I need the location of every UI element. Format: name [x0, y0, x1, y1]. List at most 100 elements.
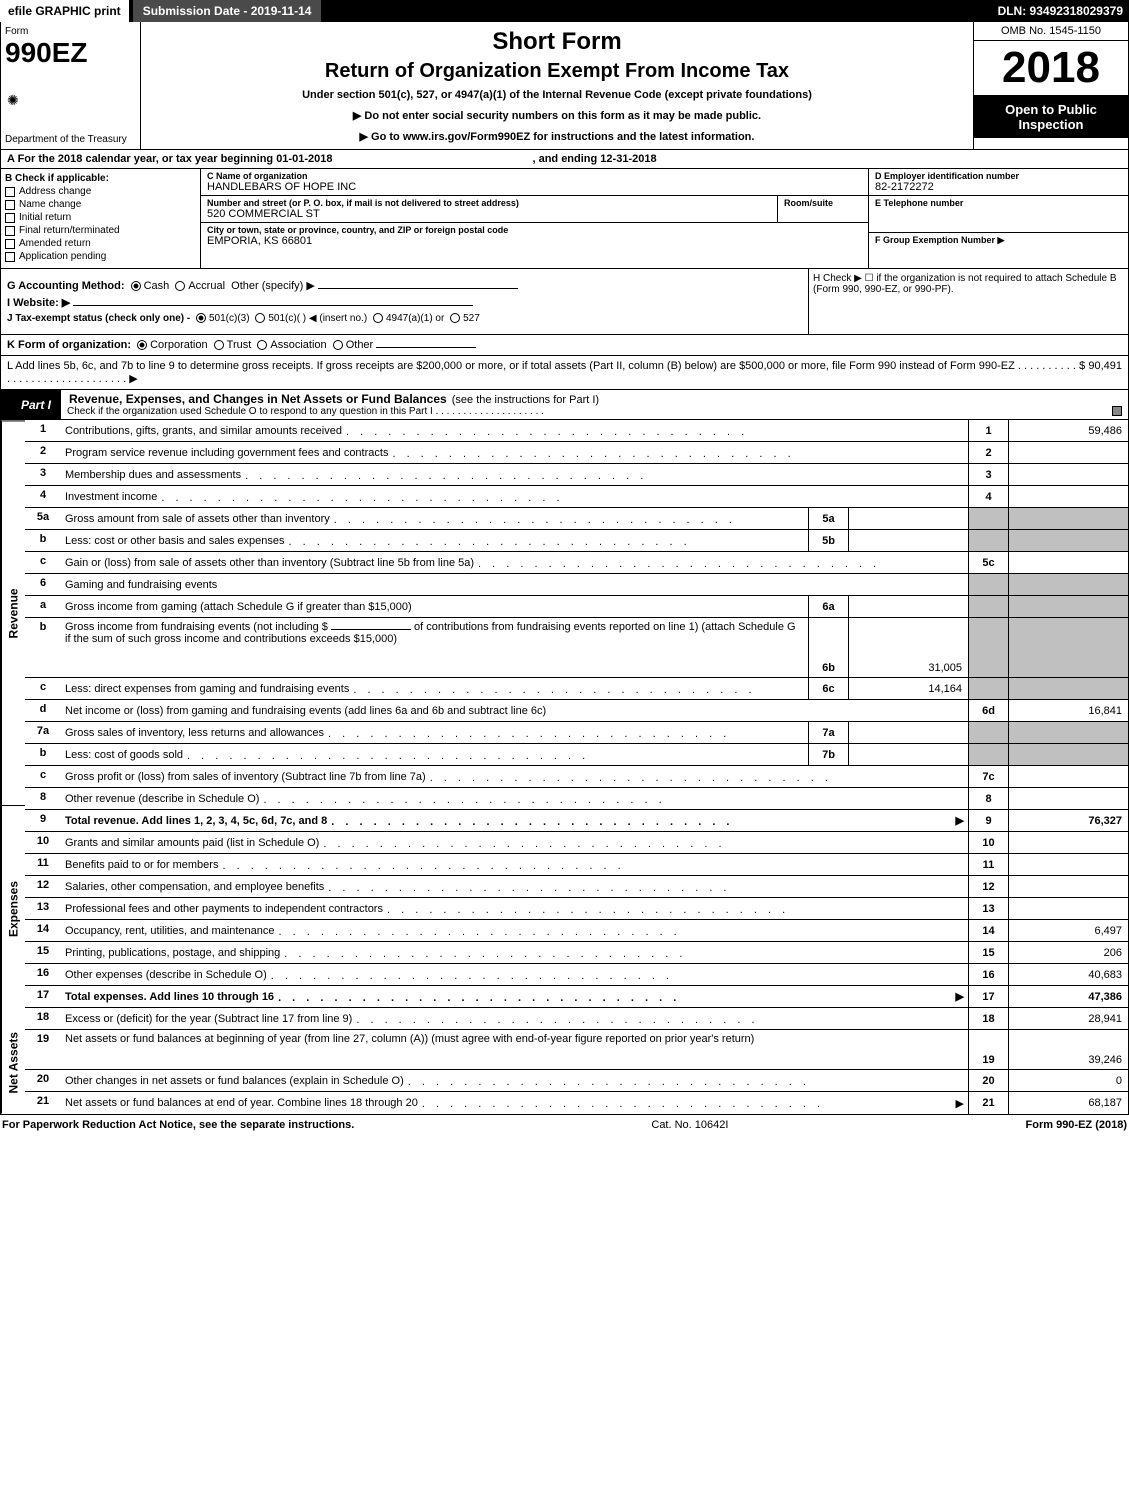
line-13: 13 Professional fees and other payments … — [25, 898, 1128, 920]
do-not-enter-ssn: ▶ Do not enter social security numbers o… — [151, 109, 963, 122]
b-label: B Check if applicable: — [5, 173, 196, 184]
short-form-title: Short Form — [151, 28, 963, 56]
line-6: 6 Gaming and fundraising events — [25, 574, 1128, 596]
other-org-radio[interactable] — [333, 340, 343, 350]
line-5a: 5a Gross amount from sale of assets othe… — [25, 508, 1128, 530]
amended-return-check[interactable]: Amended return — [5, 238, 196, 249]
line14-value: 6,497 — [1008, 920, 1128, 941]
room-label: Room/suite — [784, 198, 862, 208]
gross-receipts-amount: $ 90,491 — [1079, 360, 1122, 385]
other-org-input[interactable] — [376, 347, 476, 348]
line-15: 15 Printing, publications, postage, and … — [25, 942, 1128, 964]
501c3-radio[interactable] — [196, 313, 206, 323]
form-footer: Form 990-EZ (2018) — [1026, 1119, 1127, 1131]
final-return-check[interactable]: Final return/terminated — [5, 225, 196, 236]
line-6b: b Gross income from fundraising events (… — [25, 618, 1128, 678]
part1-subtitle: (see the instructions for Part I) — [452, 394, 599, 406]
dln-label: DLN: 93492318029379 — [998, 4, 1129, 18]
address-change-check[interactable]: Address change — [5, 186, 196, 197]
line18-value: 28,941 — [1008, 1008, 1128, 1029]
line-6c: c Less: direct expenses from gaming and … — [25, 678, 1128, 700]
line-7a: 7a Gross sales of inventory, less return… — [25, 722, 1128, 744]
check-schedule-o: Check if the organization used Schedule … — [67, 406, 544, 417]
schedule-o-checkbox[interactable] — [1112, 406, 1122, 416]
line-18: 18 Excess or (deficit) for the year (Sub… — [25, 1008, 1128, 1030]
addr-label: Number and street (or P. O. box, if mail… — [207, 198, 771, 208]
tax-year: 2018 — [974, 41, 1128, 96]
name-change-check[interactable]: Name change — [5, 199, 196, 210]
header-center: Short Form Return of Organization Exempt… — [141, 22, 973, 149]
other-specify-input[interactable] — [318, 288, 518, 289]
line-12: 12 Salaries, other compensation, and emp… — [25, 876, 1128, 898]
line-20: 20 Other changes in net assets or fund b… — [25, 1070, 1128, 1092]
form-header: Form 990EZ ✺ Department of the Treasury … — [0, 22, 1129, 150]
line-3: 3 Membership dues and assessments 3 — [25, 464, 1128, 486]
header-left: Form 990EZ ✺ Department of the Treasury — [1, 22, 141, 149]
line15-value: 206 — [1008, 942, 1128, 963]
right-info-column: D Employer identification number 82-2172… — [868, 169, 1128, 268]
line19-value: 39,246 — [1008, 1030, 1128, 1069]
tax-period-row: A For the 2018 calendar year, or tax yea… — [0, 150, 1129, 169]
501c-radio[interactable] — [255, 313, 265, 323]
line17-value: 47,386 — [1008, 986, 1128, 1007]
omb-number: OMB No. 1545-1150 — [974, 22, 1128, 41]
527-radio[interactable] — [450, 313, 460, 323]
section-b-checkboxes: B Check if applicable: Address change Na… — [1, 169, 201, 268]
corporation-radio[interactable] — [137, 340, 147, 350]
open-to-public: Open to Public Inspection — [974, 96, 1128, 138]
form-number: 990EZ — [5, 37, 136, 69]
line6d-value: 16,841 — [1008, 700, 1128, 721]
city-label: City or town, state or province, country… — [207, 225, 862, 235]
period-begin: A For the 2018 calendar year, or tax yea… — [7, 153, 332, 165]
line-8: 8 Other revenue (describe in Schedule O)… — [25, 788, 1128, 810]
trust-radio[interactable] — [214, 340, 224, 350]
4947-radio[interactable] — [373, 313, 383, 323]
net-assets-tab: Net Assets — [1, 1011, 25, 1114]
website-input[interactable] — [73, 305, 473, 306]
line-16: 16 Other expenses (describe in Schedule … — [25, 964, 1128, 986]
association-radio[interactable] — [257, 340, 267, 350]
line-17: 17 Total expenses. Add lines 10 through … — [25, 986, 1128, 1008]
g-accounting: G Accounting Method: Cash Accrual Other … — [7, 279, 802, 292]
line-21: 21 Net assets or fund balances at end of… — [25, 1092, 1128, 1114]
org-info-column: C Name of organization HANDLEBARS OF HOP… — [201, 169, 868, 268]
e-label: E Telephone number — [875, 198, 1122, 208]
expenses-tab: Expenses — [1, 805, 25, 1011]
accrual-radio[interactable] — [175, 281, 185, 291]
city-row: City or town, state or province, country… — [201, 223, 868, 268]
j-tax-exempt: J Tax-exempt status (check only one) - 5… — [7, 313, 802, 324]
page-footer: For Paperwork Reduction Act Notice, see … — [0, 1115, 1129, 1135]
ein-value: 82-2172272 — [875, 181, 1122, 193]
line-7c: c Gross profit or (loss) from sales of i… — [25, 766, 1128, 788]
i-website: I Website: ▶ — [7, 296, 802, 309]
return-title: Return of Organization Exempt From Incom… — [151, 60, 963, 83]
accounting-method-section: G Accounting Method: Cash Accrual Other … — [0, 269, 1129, 335]
f-label: F Group Exemption Number ▶ — [875, 235, 1122, 246]
group-exemption-row: F Group Exemption Number ▶ — [869, 233, 1128, 269]
top-bar-left: efile GRAPHIC print Submission Date - 20… — [0, 0, 323, 22]
line16-value: 40,683 — [1008, 964, 1128, 985]
line6b-value: 31,005 — [848, 618, 968, 677]
cat-no: Cat. No. 10642I — [651, 1119, 728, 1131]
initial-return-check[interactable]: Initial return — [5, 212, 196, 223]
line-6d: d Net income or (loss) from gaming and f… — [25, 700, 1128, 722]
table-body: 1 Contributions, gifts, grants, and simi… — [25, 420, 1128, 1114]
efile-print-button[interactable]: efile GRAPHIC print — [0, 0, 129, 22]
submission-date-button[interactable]: Submission Date - 2019-11-14 — [133, 0, 324, 22]
line-6a: a Gross income from gaming (attach Sched… — [25, 596, 1128, 618]
ein-row: D Employer identification number 82-2172… — [869, 169, 1128, 196]
period-end: , and ending 12-31-2018 — [532, 153, 656, 165]
revenue-tab: Revenue — [1, 420, 25, 805]
goto-irs-link[interactable]: ▶ Go to www.irs.gov/Form990EZ for instru… — [151, 130, 963, 143]
line-5c: c Gain or (loss) from sale of assets oth… — [25, 552, 1128, 574]
6b-contrib-input[interactable] — [331, 629, 411, 630]
address-row: Number and street (or P. O. box, if mail… — [201, 196, 868, 223]
application-pending-check[interactable]: Application pending — [5, 251, 196, 262]
line-14: 14 Occupancy, rent, utilities, and maint… — [25, 920, 1128, 942]
cash-radio[interactable] — [131, 281, 141, 291]
line-4: 4 Investment income 4 — [25, 486, 1128, 508]
details-section: B Check if applicable: Address change Na… — [0, 169, 1129, 269]
line1-value: 59,486 — [1008, 420, 1128, 441]
side-tabs-column: Revenue Expenses Net Assets — [1, 420, 25, 1114]
line-2: 2 Program service revenue including gove… — [25, 442, 1128, 464]
